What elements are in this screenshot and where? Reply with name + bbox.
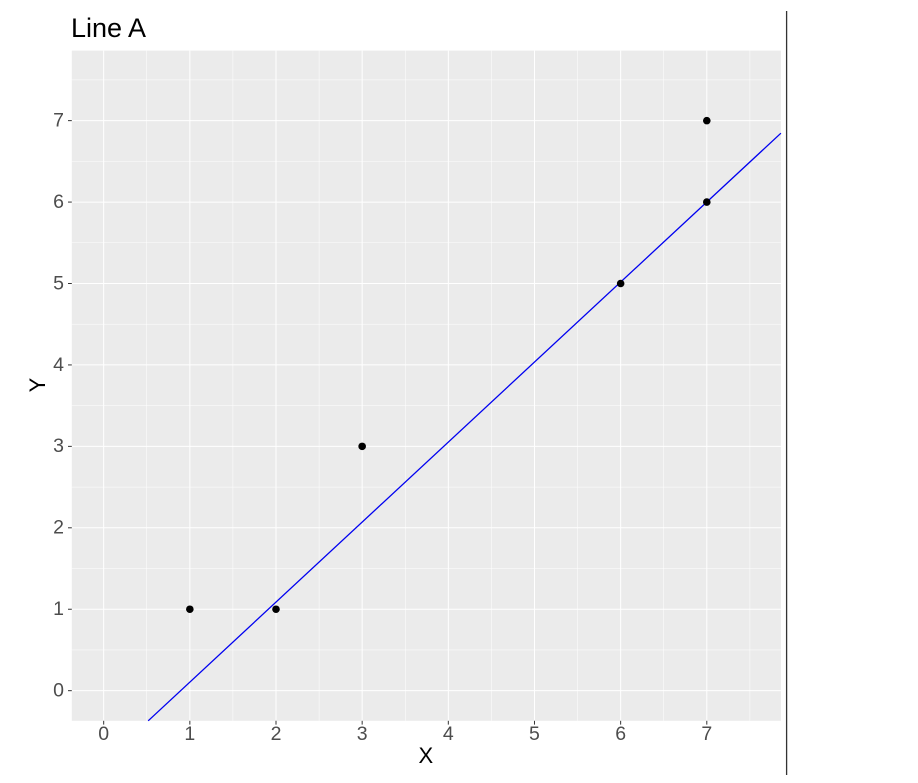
svg-text:1: 1 — [184, 723, 195, 745]
svg-text:4: 4 — [53, 354, 64, 376]
svg-text:5: 5 — [53, 272, 64, 294]
svg-text:7: 7 — [701, 723, 712, 745]
svg-text:6: 6 — [53, 191, 64, 213]
svg-text:X: X — [418, 743, 433, 768]
svg-text:2: 2 — [271, 723, 282, 745]
svg-text:4: 4 — [443, 723, 454, 745]
svg-text:1: 1 — [53, 598, 64, 620]
svg-text:3: 3 — [357, 723, 368, 745]
svg-text:5: 5 — [529, 723, 540, 745]
svg-text:0: 0 — [98, 723, 109, 745]
svg-text:7: 7 — [53, 110, 64, 132]
svg-text:2: 2 — [53, 517, 64, 539]
svg-text:Y: Y — [25, 377, 50, 392]
svg-text:0: 0 — [53, 680, 64, 702]
svg-text:6: 6 — [615, 723, 626, 745]
svg-text:3: 3 — [53, 435, 64, 457]
